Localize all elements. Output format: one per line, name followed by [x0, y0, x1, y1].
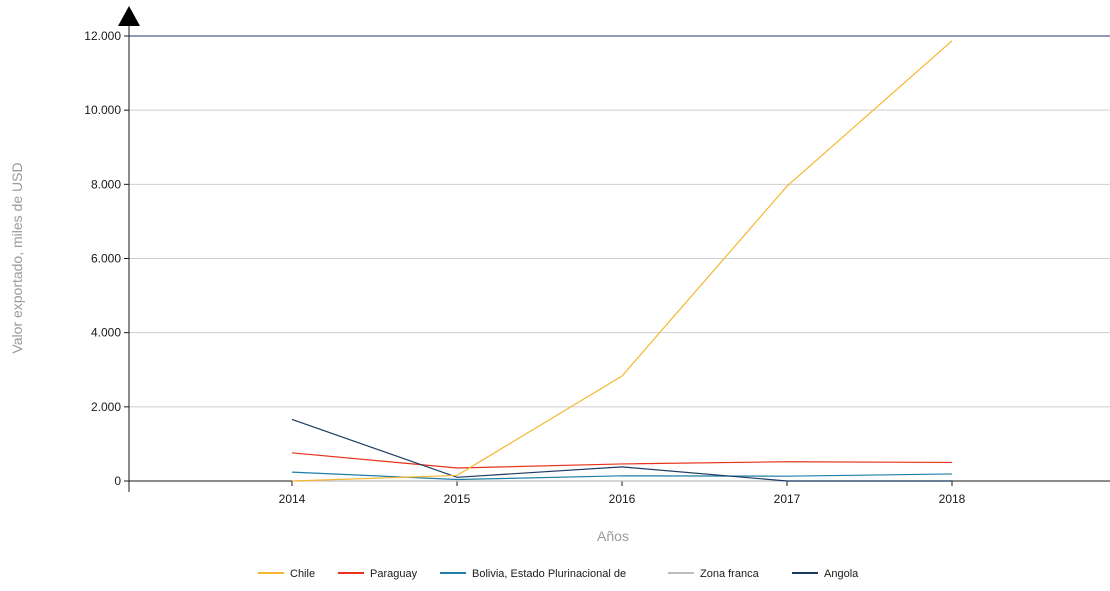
legend: Chile Paraguay Bolivia, Estado Plurinacion… — [258, 568, 859, 580]
series-line-bolivia-estado-plurinacional-de — [291, 471, 953, 481]
y-tick-label: 4.000 — [91, 326, 121, 340]
x-tick-label: 2017 — [774, 492, 801, 506]
legend-label: Paraguay — [370, 568, 418, 580]
y-tick-label: 2.000 — [91, 400, 121, 414]
y-axis-title: Valor exportado, miles de USD — [9, 162, 25, 353]
legend-label: Zona franca — [700, 568, 760, 580]
series-line-angola — [291, 418, 952, 482]
x-tick-label: 2015 — [444, 492, 471, 506]
legend-item: Angola — [792, 568, 859, 580]
y-tick-label: 12.000 — [84, 29, 121, 43]
x-tick-label: 2016 — [609, 492, 636, 506]
legend-label: Bolivia, Estado Plurinacional de — [472, 568, 626, 580]
legend-item: Paraguay — [338, 568, 418, 580]
x-axis-ticks: 2014 2015 2016 2017 2018 — [279, 481, 966, 506]
y-tick-label: 0 — [114, 474, 121, 488]
legend-label: Chile — [290, 568, 315, 580]
legend-item: Bolivia, Estado Plurinacional de — [440, 568, 626, 580]
y-tick-label: 10.000 — [84, 103, 121, 117]
legend-label: Angola — [824, 568, 859, 580]
series-line-paraguay — [291, 452, 953, 469]
y-axis-arrow-icon — [118, 6, 140, 26]
axes — [118, 6, 1110, 492]
x-tick-label: 2018 — [939, 492, 966, 506]
y-tick-label: 8.000 — [91, 177, 121, 191]
legend-item: Chile — [258, 568, 315, 580]
y-tick-label: 6.000 — [91, 252, 121, 266]
grid-lines — [129, 35, 1110, 408]
x-axis-title: Años — [597, 528, 629, 544]
x-tick-label: 2014 — [279, 492, 306, 506]
series-line-chile — [291, 40, 953, 482]
y-axis-ticks: 0 2.000 4.000 6.000 8.000 10.000 12.000 — [84, 29, 129, 488]
legend-item: Zona franca — [668, 568, 760, 580]
series-lines — [291, 40, 953, 482]
